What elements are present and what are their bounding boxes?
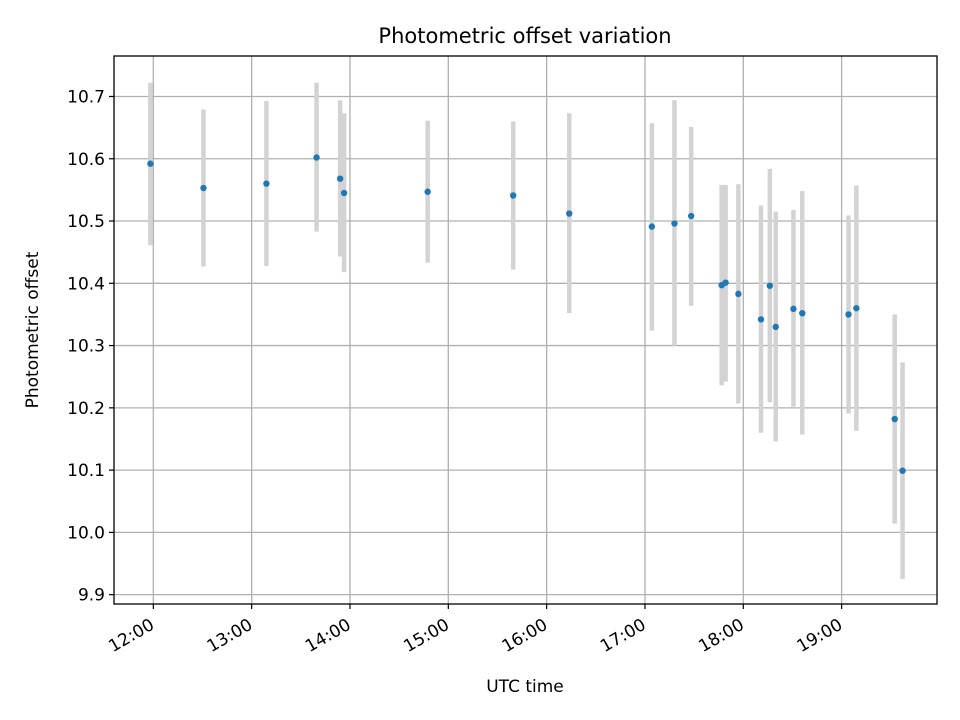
y-tick-label: 10.4 <box>67 274 105 294</box>
data-point <box>687 212 695 220</box>
plot-frame <box>113 55 938 605</box>
data-point <box>648 223 656 230</box>
data-point <box>671 220 678 227</box>
data-point <box>772 323 779 331</box>
data-point <box>336 175 344 182</box>
data-point <box>853 305 860 312</box>
y-tick-label: 10.0 <box>67 523 105 543</box>
y-tick-label: 10.2 <box>67 399 105 419</box>
y-tick-label: 9.9 <box>78 586 105 606</box>
data-point <box>510 192 517 199</box>
y-tick-label: 10.6 <box>67 150 105 170</box>
data-point <box>735 290 742 298</box>
grid <box>114 56 937 604</box>
data-point <box>845 311 852 318</box>
data-point <box>722 279 729 286</box>
data-point <box>899 467 906 474</box>
y-tick-label: 10.7 <box>67 87 105 107</box>
data-point <box>566 210 573 217</box>
y-tick-label: 10.3 <box>67 337 105 357</box>
y-axis-label: Photometric offset <box>23 251 43 408</box>
data-point <box>790 305 797 313</box>
data-point <box>340 189 348 197</box>
chart-title: Photometric offset variation <box>378 24 671 48</box>
y-tick-label: 10.5 <box>67 212 105 232</box>
x-axis-label: UTC time <box>486 677 564 697</box>
data-point <box>766 282 774 289</box>
data-point <box>313 154 320 161</box>
data-point <box>799 309 806 317</box>
data-point <box>424 188 431 195</box>
data-point <box>200 184 207 192</box>
data-point <box>891 415 898 423</box>
data-point <box>757 316 765 323</box>
data-point <box>263 180 270 187</box>
y-axis-ticks: 9.9 10.0 10.1 10.2 10.3 10.4 10.5 10.6 10.7 <box>67 87 114 606</box>
data-point <box>147 160 154 167</box>
y-tick-label: 10.1 <box>67 461 105 481</box>
data-points <box>147 154 906 474</box>
